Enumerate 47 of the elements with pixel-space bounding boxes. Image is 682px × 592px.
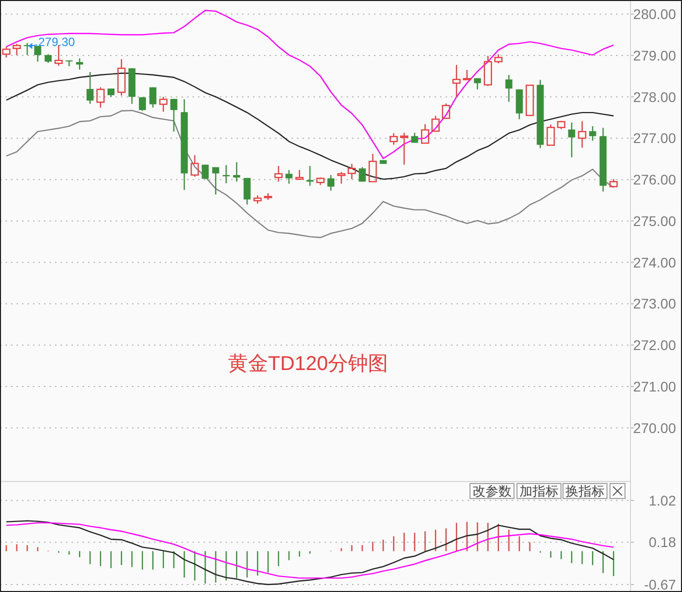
candlestick (474, 78, 481, 90)
candlestick (170, 98, 178, 132)
candlestick (244, 177, 251, 206)
candlestick (149, 86, 156, 108)
y-tick-label: 274.00 (633, 254, 676, 270)
candlestick (578, 120, 586, 148)
candlestick (327, 174, 334, 192)
y-tick-label: 280.00 (633, 6, 676, 22)
y-tick-label: 273.00 (633, 296, 676, 312)
annotation: 279.30 (38, 35, 76, 50)
candlestick (202, 164, 209, 180)
y-tick-label: 277.00 (633, 130, 676, 146)
candlestick (348, 163, 356, 180)
annotation: 加指标 (520, 484, 558, 498)
y-tick-label: 276.00 (633, 172, 676, 188)
candlestick (358, 166, 366, 182)
candlestick (400, 132, 408, 166)
candlestick (285, 169, 292, 184)
candlestick (76, 58, 84, 70)
candlestick (233, 162, 240, 182)
y-tick-label: 278.00 (633, 88, 676, 105)
y-tick-label: -0.67 (644, 576, 676, 592)
y-tick-label: 1.02 (648, 492, 676, 508)
annotation: 换指标 (566, 484, 604, 498)
candlestick (516, 88, 523, 120)
y-tick-label: 271.00 (633, 378, 676, 394)
y-tick-label: 279.00 (633, 47, 676, 64)
candlestick (306, 165, 314, 186)
candlestick (54, 44, 63, 66)
line-series (6, 10, 614, 160)
y-tick-label: 0.18 (648, 534, 676, 550)
candlestick (212, 166, 220, 196)
candlestick (86, 71, 94, 104)
y-tick-label: 270.00 (633, 420, 676, 436)
candlestick (505, 74, 512, 102)
y-tick-label: 272.00 (633, 337, 676, 354)
candlestick (589, 126, 596, 142)
candlestick (222, 164, 230, 184)
annotation: 改参数 (472, 484, 512, 498)
candlestick (452, 64, 461, 98)
y-tick-label: 275.00 (633, 212, 676, 229)
candlestick (411, 132, 418, 144)
candlestick (34, 45, 42, 62)
candlestick (390, 132, 398, 146)
candlestick (138, 96, 146, 112)
text: 黄金TD120分钟图 (228, 353, 388, 375)
candlestick (568, 122, 576, 158)
